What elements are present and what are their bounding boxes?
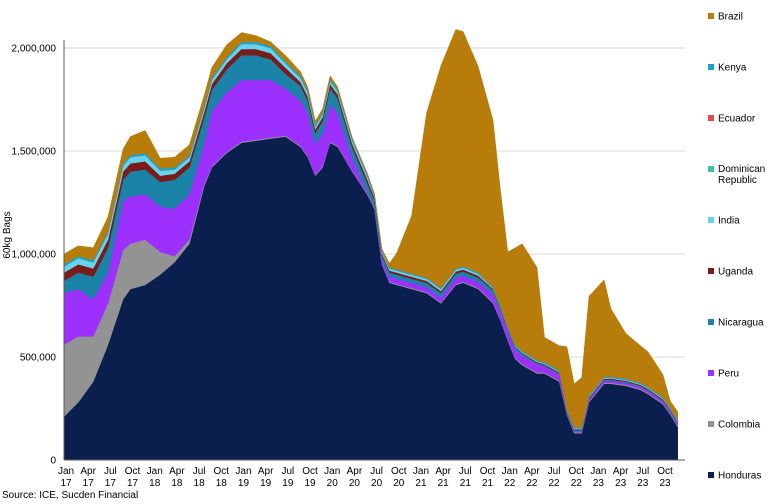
x-tick-label: 23 [637,478,649,489]
legend-swatch-colombia [708,421,714,427]
legend: Brazil Kenya Ecuador Dominican Republic India… [708,12,765,482]
x-tick-label: Oct [480,466,496,477]
x-tick-label: Jan [324,466,340,477]
x-tick-label: Apr [435,466,451,477]
y-tick-label: 1,500,000 [12,147,57,158]
x-tick-label: 20 [327,478,339,489]
x-tick-label: Apr [524,466,540,477]
source-note: Source: ICE, Sucden Financial [2,490,138,501]
x-tick-label: 22 [571,478,583,489]
x-tick-label: Apr [258,466,274,477]
legend-swatch-honduras [708,472,714,478]
x-tick-label: Oct [214,466,230,477]
legend-swatch-peru [708,370,714,376]
x-tick-label: Apr [169,466,185,477]
x-tick-label: Jul [193,466,206,477]
x-tick-label: Oct [657,466,673,477]
x-tick-label: Jan [235,466,251,477]
x-tick-label: 21 [438,478,450,489]
legend-swatch-dominican-republic [708,166,714,172]
x-tick-label: Apr [613,466,629,477]
legend-label-honduras: Honduras [718,471,761,482]
plot-axes [63,40,685,461]
x-tick-label: Jan [413,466,429,477]
x-tick-label: 21 [415,478,427,489]
x-tick-label: 19 [260,478,272,489]
x-tick-label: 19 [282,478,294,489]
x-tick-label: 19 [304,478,316,489]
legend-label-uganda: Uganda [718,267,753,278]
x-tick-label: Oct [391,466,407,477]
x-tick-label: 17 [105,478,117,489]
legend-swatch-ecuador [708,115,714,121]
x-tick-labels: Jan17Apr17Jul17Oct17Jan18Apr18Jul18Oct18… [58,466,673,489]
legend-label-india: India [718,216,740,227]
x-tick-label: 18 [171,478,183,489]
x-tick-label: 21 [460,478,472,489]
x-tick-label: Oct [125,466,141,477]
x-tick-label: Jul [281,466,294,477]
x-tick-label: 21 [482,478,494,489]
x-tick-label: 23 [593,478,605,489]
x-tick-label: 18 [149,478,161,489]
x-tick-label: 19 [238,478,250,489]
x-tick-label: 17 [60,478,72,489]
x-tick-label: 20 [349,478,361,489]
legend-label-nicaragua: Nicaragua [718,318,764,329]
x-tick-label: Jan [502,466,518,477]
y-tick-label: 2,000,000 [12,44,57,55]
x-tick-label: Oct [302,466,318,477]
x-tick-label: 20 [371,478,383,489]
x-tick-label: Jan [58,466,74,477]
x-tick-label: Jul [636,466,649,477]
legend-swatch-uganda [708,268,714,274]
legend-label-colombia: Colombia [718,420,761,431]
x-tick-label: 18 [216,478,228,489]
x-tick-label: 23 [659,478,671,489]
legend-label-brazil: Brazil [718,12,743,23]
legend-swatch-india [708,217,714,223]
x-tick-label: Oct [568,466,584,477]
y-tick-label: 0 [50,456,56,467]
legend-swatch-nicaragua [708,319,714,325]
y-axis-label: 60kg Bags [2,211,13,258]
x-tick-label: 23 [615,478,627,489]
y-tick-label: 1,000,000 [12,250,57,261]
legend-swatch-kenya [708,64,714,70]
x-tick-label: 22 [549,478,561,489]
x-tick-label: 17 [127,478,139,489]
x-tick-label: Jul [548,466,561,477]
x-tick-label: 17 [83,478,95,489]
x-tick-label: 20 [393,478,405,489]
area-brazil [63,29,678,428]
x-tick-label: Apr [347,466,363,477]
x-tick-label: Jul [370,466,383,477]
x-tick-label: 22 [504,478,516,489]
legend-label-ecuador: Ecuador [718,114,756,125]
x-tick-label: Apr [80,466,96,477]
y-tick-label: 500,000 [20,353,57,364]
x-tick-label: 18 [194,478,206,489]
legend-label-dominican-republic: Dominican Republic [718,164,765,186]
x-tick-label: Jul [459,466,472,477]
y-tick-labels: 0 500,000 1,000,000 1,500,000 2,000,000 [12,44,57,467]
legend-swatch-brazil [708,13,714,19]
x-tick-label: 22 [526,478,538,489]
area-series [63,29,678,461]
legend-label-peru: Peru [718,369,739,380]
legend-label-kenya: Kenya [718,63,747,74]
x-tick-label: Jan [590,466,606,477]
x-tick-label: Jul [104,466,117,477]
x-tick-label: Jan [147,466,163,477]
